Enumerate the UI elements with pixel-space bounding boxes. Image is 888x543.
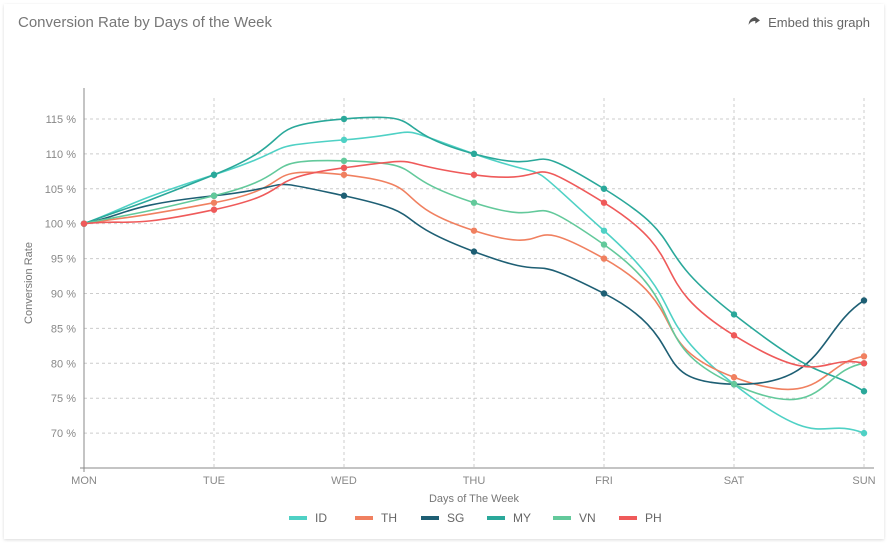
svg-text:FRI: FRI (595, 475, 613, 487)
chart-area: 70 % 75 % 80 % 85 % 90 % 95 % 100 % 105 % 110 % 1… (4, 38, 884, 539)
svg-text:TUE: TUE (203, 475, 225, 487)
svg-text:105 %: 105 % (45, 184, 76, 196)
series-point-VN (731, 381, 737, 387)
svg-text:THU: THU (463, 475, 486, 487)
legend-label-VN[interactable]: VN (579, 511, 596, 525)
series-point-MY (861, 388, 867, 394)
line-chart-svg: 70 % 75 % 80 % 85 % 90 % 95 % 100 % 105 % 110 % 1… (4, 38, 884, 538)
series-point-ID (341, 137, 347, 143)
card-header: Conversion Rate by Days of the Week Embe… (4, 4, 884, 35)
svg-text:110 %: 110 % (46, 149, 77, 161)
svg-text:95 %: 95 % (51, 254, 76, 266)
svg-text:70 %: 70 % (51, 428, 76, 440)
svg-text:WED: WED (331, 475, 357, 487)
chart-card: Conversion Rate by Days of the Week Embe… (4, 4, 884, 539)
series-point-MY (211, 172, 217, 178)
svg-text:SUN: SUN (852, 475, 875, 487)
series-point-VN (341, 158, 347, 164)
legend-label-TH[interactable]: TH (381, 511, 397, 525)
svg-text:SAT: SAT (724, 475, 745, 487)
legend-label-PH[interactable]: PH (645, 511, 662, 525)
svg-text:80 %: 80 % (51, 358, 76, 370)
series-point-VN (601, 241, 607, 247)
legend-swatch-SG[interactable] (421, 516, 439, 520)
legend-label-MY[interactable]: MY (513, 511, 531, 525)
series-point-PH (341, 165, 347, 171)
series-point-PH (731, 332, 737, 338)
svg-text:100 %: 100 % (45, 219, 76, 231)
legend-swatch-TH[interactable] (355, 516, 373, 520)
legend-swatch-PH[interactable] (619, 516, 637, 520)
series-point-PH (601, 200, 607, 206)
svg-text:90 %: 90 % (51, 288, 76, 300)
series-point-ID (601, 227, 607, 233)
svg-text:115 %: 115 % (46, 114, 77, 126)
share-arrow-icon (746, 15, 762, 31)
svg-text:MON: MON (71, 475, 97, 487)
series-point-MY (471, 151, 477, 157)
series-point-PH (211, 206, 217, 212)
legend-swatch-MY[interactable] (487, 516, 505, 520)
series-line-PH (84, 161, 864, 366)
series-point-PH (81, 220, 87, 226)
legend-swatch-ID[interactable] (289, 516, 307, 520)
series-point-ID (861, 430, 867, 436)
series-point-TH (471, 227, 477, 233)
series-point-SG (471, 248, 477, 254)
chart-title: Conversion Rate by Days of the Week (18, 14, 272, 31)
series-point-TH (731, 374, 737, 380)
series-point-PH (471, 172, 477, 178)
series-point-TH (601, 255, 607, 261)
series-point-TH (211, 200, 217, 206)
series-point-VN (211, 193, 217, 199)
series-point-SG (601, 290, 607, 296)
embed-graph-button[interactable]: Embed this graph (746, 15, 870, 31)
y-axis-label: Conversion Rate (23, 242, 35, 324)
series-point-VN (471, 200, 477, 206)
series-point-TH (861, 353, 867, 359)
embed-graph-label: Embed this graph (768, 15, 870, 30)
series-point-MY (601, 186, 607, 192)
legend-label-SG[interactable]: SG (447, 511, 464, 525)
svg-text:75 %: 75 % (51, 393, 76, 405)
legend-label-ID[interactable]: ID (315, 511, 327, 525)
series-point-TH (341, 172, 347, 178)
series-point-SG (861, 297, 867, 303)
series-point-SG (341, 193, 347, 199)
x-axis-label: Days of The Week (429, 493, 520, 505)
series-point-PH (861, 360, 867, 366)
series-point-MY (731, 311, 737, 317)
svg-text:85 %: 85 % (51, 323, 76, 335)
legend-swatch-VN[interactable] (553, 516, 571, 520)
series-point-MY (341, 116, 347, 122)
